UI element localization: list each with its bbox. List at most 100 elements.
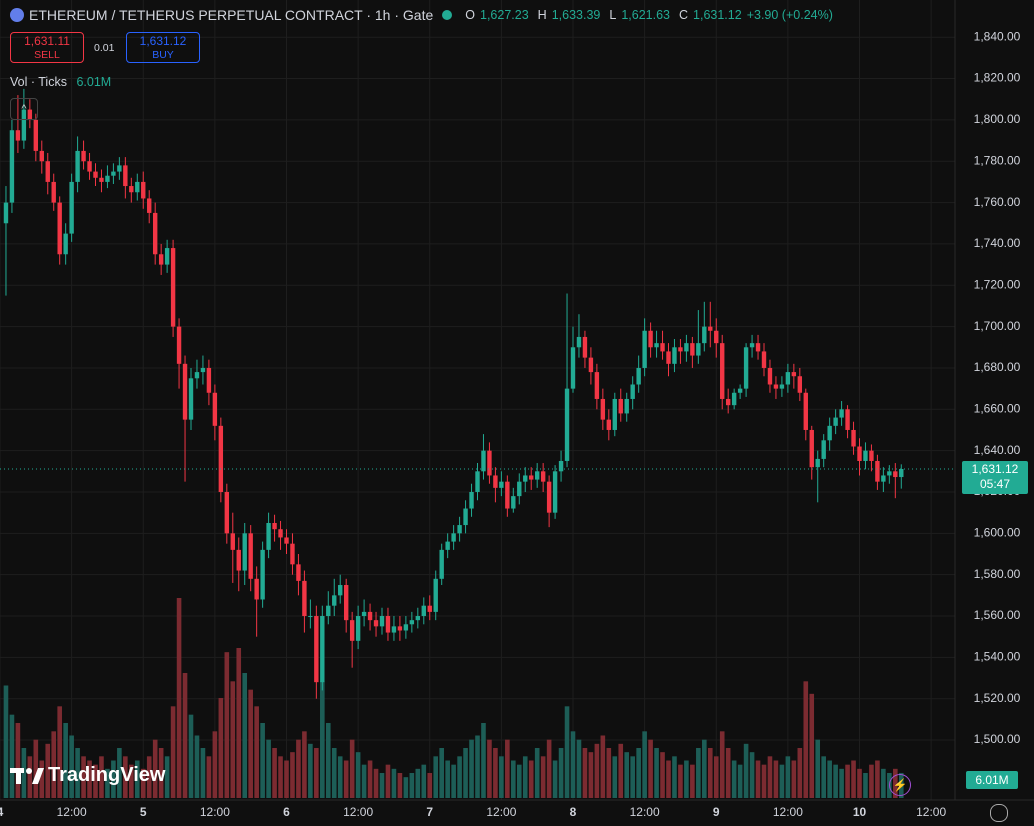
volume-bar [367, 760, 373, 798]
candle-body [338, 585, 343, 596]
candle-body [767, 367, 773, 385]
sell-label: SELL [34, 49, 60, 61]
price-badge-countdown: 05:47 [979, 477, 1011, 491]
volume-bar [767, 756, 773, 798]
volume-bar [224, 652, 230, 798]
volume-bar [343, 760, 349, 798]
volume-bar [331, 748, 337, 798]
candle-body [284, 537, 289, 544]
collapse-button[interactable]: ^ [10, 98, 38, 120]
y-tick-label: 1,800.00 [974, 112, 1021, 126]
volume-bar [707, 748, 713, 798]
volume-bar [421, 764, 427, 798]
candle-body [803, 392, 808, 430]
candle-body [636, 367, 641, 385]
volume-bar [600, 735, 606, 798]
volume-bar [415, 768, 421, 798]
volume-bar [731, 760, 737, 798]
y-tick-label: 1,540.00 [974, 650, 1021, 664]
sell-button[interactable]: 1,631.11 SELL [10, 32, 84, 63]
volume-bar [320, 681, 325, 798]
candle-body [355, 616, 361, 641]
candle-body [833, 417, 838, 426]
candle-body [558, 460, 564, 472]
candle-body [755, 343, 761, 352]
volume-bar [254, 706, 259, 798]
candle-body [618, 398, 623, 414]
candle-body [546, 481, 552, 513]
x-tick-label: 12:00 [343, 805, 373, 819]
price-badge-price: 1,631.12 [971, 462, 1019, 476]
candle-body [290, 543, 295, 565]
volume-bar [648, 739, 653, 798]
volume-bar [690, 764, 695, 798]
volume-legend: Vol · Ticks 6.01M [10, 75, 111, 89]
y-tick-label: 1,720.00 [974, 277, 1021, 291]
candle-body [875, 460, 880, 482]
candle-body [81, 150, 86, 162]
volume-bar [75, 748, 80, 798]
alert-icon[interactable]: ⚡ [889, 774, 911, 796]
candle-body [21, 109, 27, 141]
candle-body [373, 620, 379, 627]
price-badge: 1,631.12 05:47 [962, 461, 1028, 494]
candle-body [379, 616, 385, 627]
candle-body [296, 564, 301, 581]
candle-body [320, 616, 325, 683]
volume-bar [230, 681, 236, 798]
candle-body [123, 165, 128, 187]
volume-bar [290, 752, 295, 798]
candle-body [481, 450, 486, 472]
volume-bar [15, 723, 21, 798]
volume-bar [439, 748, 444, 798]
y-tick-label: 1,560.00 [974, 608, 1021, 622]
candle-body [702, 326, 707, 344]
y-tick-label: 1,760.00 [974, 195, 1021, 209]
symbol-title[interactable]: ETHEREUM / TETHERUS PERPETUAL CONTRACT ·… [29, 7, 434, 23]
x-tick-label: 12:00 [630, 805, 660, 819]
volume-bar [845, 764, 850, 798]
settings-button[interactable] [990, 804, 1008, 822]
x-tick-label: 8 [570, 805, 577, 819]
volume-bar [57, 706, 62, 798]
candle-body [815, 458, 820, 468]
buy-label: BUY [152, 49, 174, 61]
y-tick-label: 1,780.00 [974, 153, 1021, 167]
candle-body [743, 347, 749, 389]
volume-bar [170, 706, 176, 798]
volume-bar [176, 598, 182, 798]
volume-badge: 6.01M [966, 771, 1018, 789]
candle-body [248, 533, 253, 579]
candle-body [845, 409, 850, 430]
candle-body [314, 616, 319, 683]
candle-body [857, 446, 862, 461]
buy-button[interactable]: 1,631.12 BUY [126, 32, 200, 63]
volume-bar [134, 760, 140, 798]
y-tick-label: 1,580.00 [974, 567, 1021, 581]
candle-body [403, 624, 409, 631]
candle-body [839, 409, 844, 418]
volume-bar [433, 756, 439, 798]
candle-body [188, 378, 194, 420]
candle-body [391, 626, 397, 633]
volume-bar [242, 673, 248, 798]
candle-body [415, 616, 421, 621]
candle-body [152, 212, 158, 255]
volume-bar [857, 768, 862, 798]
volume-bar [487, 739, 492, 798]
volume-bar [612, 756, 618, 798]
candle-body [869, 450, 874, 461]
volume-bar [373, 768, 379, 798]
y-tick-label: 1,600.00 [974, 526, 1021, 540]
volume-bar [696, 748, 701, 798]
candle-body [147, 198, 152, 213]
volume-bar [391, 768, 397, 798]
candle-body [129, 186, 134, 193]
volume-bar [385, 764, 391, 798]
candle-body [361, 611, 367, 617]
candle-body [761, 351, 767, 368]
volume-bar [654, 748, 659, 798]
candle-body [200, 367, 206, 373]
volume-bar [749, 752, 755, 798]
